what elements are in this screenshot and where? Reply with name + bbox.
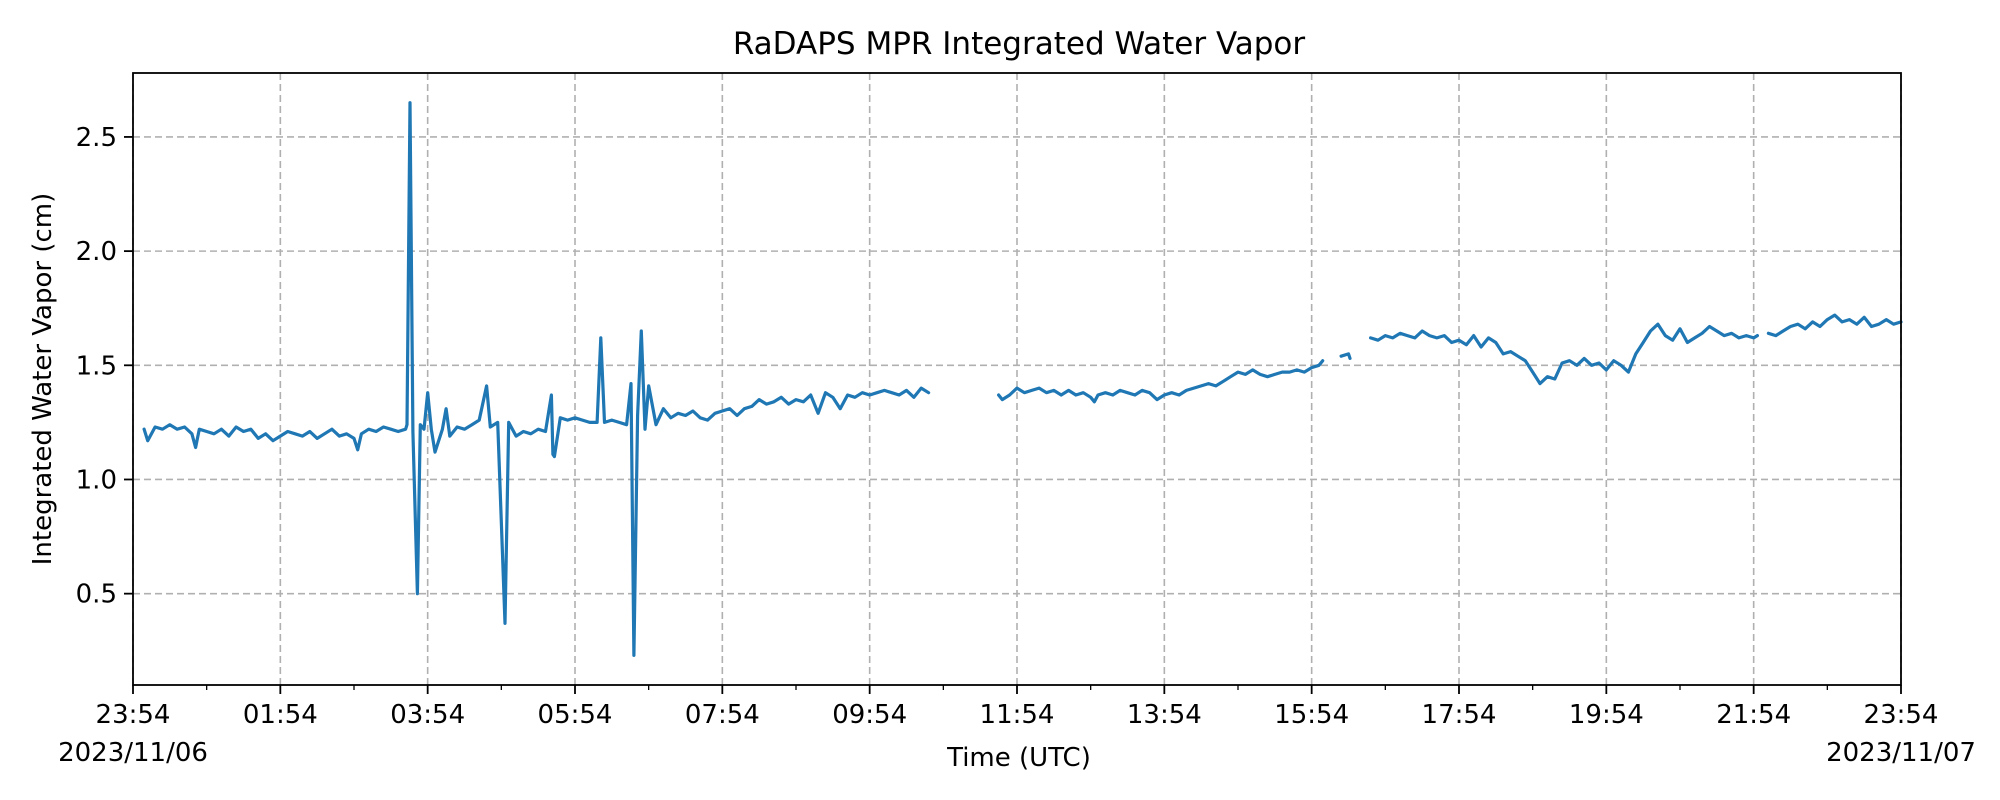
iwv-series-line (142, 101, 931, 657)
x-tick-label: 15:54 (1274, 700, 1349, 730)
x-tick-label: 23:54 (96, 700, 171, 730)
x-tick-label: 01:54 (243, 700, 318, 730)
iwv-series-line (997, 359, 1325, 404)
x-tick-date-label: 2023/11/07 (1826, 738, 1976, 768)
x-tick-label: 09:54 (832, 700, 907, 730)
x-axis-label: Time (UTC) (946, 743, 1091, 773)
y-axis-label: Integrated Water Vapor (cm) (28, 193, 58, 566)
chart-title: RaDAPS MPR Integrated Water Vapor (733, 26, 1306, 62)
x-axis: 23:54 2023/11/06 01:54 03:54 05:54 07:54 09:54… (58, 685, 1976, 768)
iwv-series-line (1766, 313, 1903, 338)
x-tick-label: 07:54 (685, 700, 760, 730)
iwv-series-line (1369, 322, 1759, 386)
x-tick-label: 05:54 (538, 700, 613, 730)
x-tick-label: 11:54 (980, 700, 1055, 730)
x-tick-date-label: 2023/11/06 (58, 738, 208, 768)
y-tick-label: 2.5 (76, 123, 117, 153)
y-tick-label: 1.5 (76, 351, 117, 381)
y-tick-label: 1.0 (76, 465, 117, 495)
grid-lines (132, 73, 1902, 685)
series-layer (142, 101, 1903, 657)
iwv-series-line (1339, 352, 1352, 360)
x-tick-label: 23:54 (1864, 700, 1939, 730)
x-tick-label: 19:54 (1569, 700, 1644, 730)
x-tick-label: 13:54 (1127, 700, 1202, 730)
y-tick-label: 0.5 (76, 580, 117, 610)
y-axis: 0.5 1.0 1.5 2.0 2.5 (76, 123, 133, 610)
x-tick-label: 03:54 (390, 700, 465, 730)
x-tick-label: 17:54 (1422, 700, 1497, 730)
x-tick-label: 21:54 (1716, 700, 1791, 730)
y-tick-label: 2.0 (76, 237, 117, 267)
